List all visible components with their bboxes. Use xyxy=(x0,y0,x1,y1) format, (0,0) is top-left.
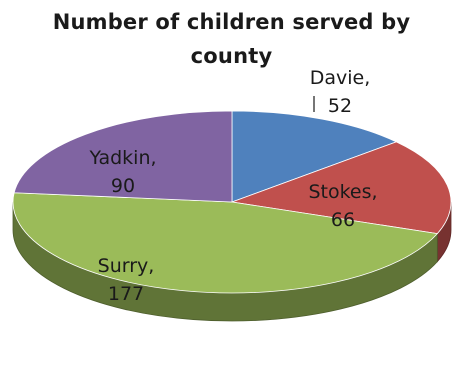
pie-slice-davie xyxy=(231,110,398,203)
pie-slice-surry xyxy=(12,192,439,294)
data-label-surry: Surry, 177 xyxy=(98,255,155,305)
chart-title-line-1: Number of children served by xyxy=(52,10,411,34)
pie-slice-stokes xyxy=(231,141,452,235)
pie-data-labels: Davie, 52 Stokes, 66 Surry, 177 Yadkin, 90 xyxy=(88,67,377,305)
data-label-stokes: Stokes, 66 xyxy=(308,181,377,231)
data-label-yadkin: Yadkin, 90 xyxy=(88,147,156,197)
pie-slices xyxy=(12,110,452,294)
pie-slice-yadkin xyxy=(13,110,233,203)
data-label-davie: Davie, 52 xyxy=(310,67,371,117)
chart-title-line-2: county xyxy=(190,44,273,68)
